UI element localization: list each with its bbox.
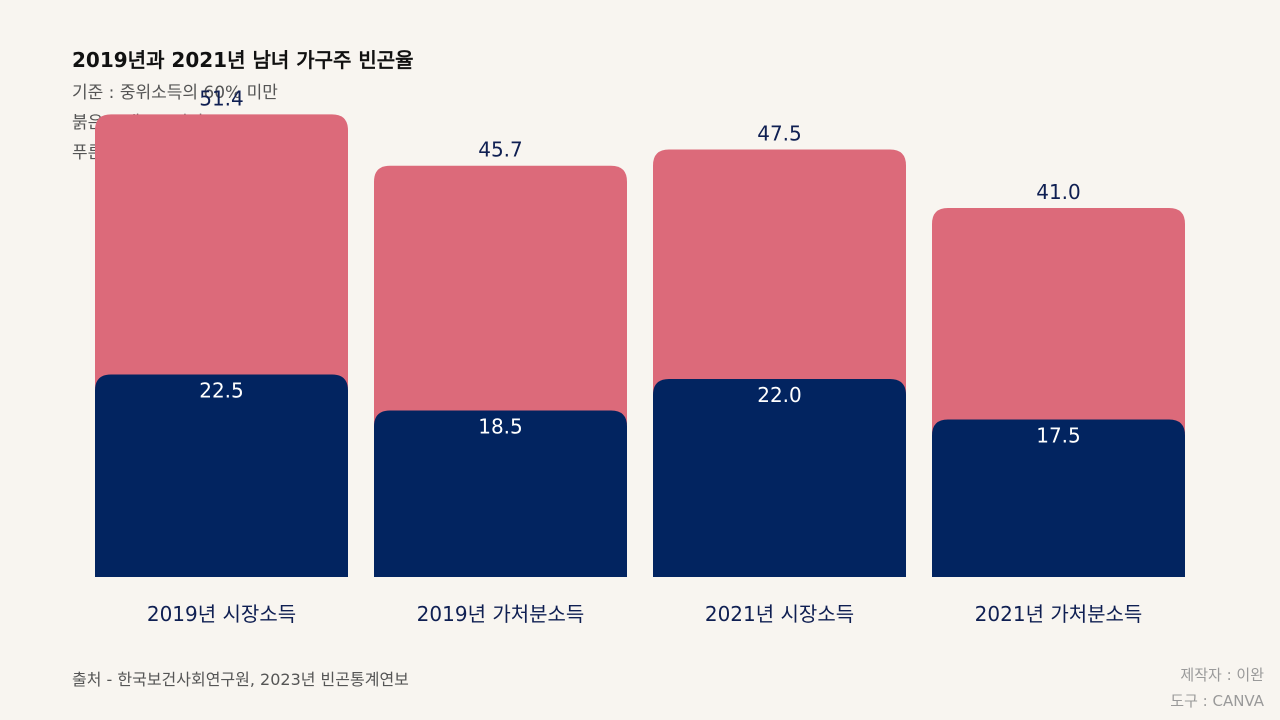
value-label-female: 47.5 xyxy=(757,122,802,146)
value-label-female: 41.0 xyxy=(1036,180,1081,204)
category-label: 2019년 가처분소득 xyxy=(417,602,585,626)
source-note: 출처 - 한국보건사회연구원, 2023년 빈곤통계연보 xyxy=(72,670,409,689)
bar-male xyxy=(932,419,1185,577)
bar-male xyxy=(374,410,627,577)
category-label: 2021년 가처분소득 xyxy=(975,602,1143,626)
value-label-male: 18.5 xyxy=(478,415,523,439)
value-label-male: 22.0 xyxy=(757,383,802,407)
category-label: 2021년 시장소득 xyxy=(705,602,854,626)
value-label-female: 51.4 xyxy=(199,86,244,110)
chart-title: 2019년과 2021년 남녀 가구주 빈곤율 xyxy=(72,48,414,72)
credit-author: 제작자 : 이완 xyxy=(1180,666,1264,684)
value-label-male: 17.5 xyxy=(1036,424,1081,448)
bar-male xyxy=(95,374,348,577)
credit-tool: 도구 : CANVA xyxy=(1170,692,1264,710)
category-label: 2019년 시장소득 xyxy=(147,602,296,626)
value-label-female: 45.7 xyxy=(478,138,523,162)
subtitle-criterion: 기준 : 중위소득의 60% 미만 xyxy=(72,83,278,103)
value-label-male: 22.5 xyxy=(199,379,244,403)
bar-chart: 51.4 22.5 2019년 시장소득 45.7 18.5 2019년 가처분소득 47.… xyxy=(95,86,1185,626)
bar-male xyxy=(653,379,906,577)
